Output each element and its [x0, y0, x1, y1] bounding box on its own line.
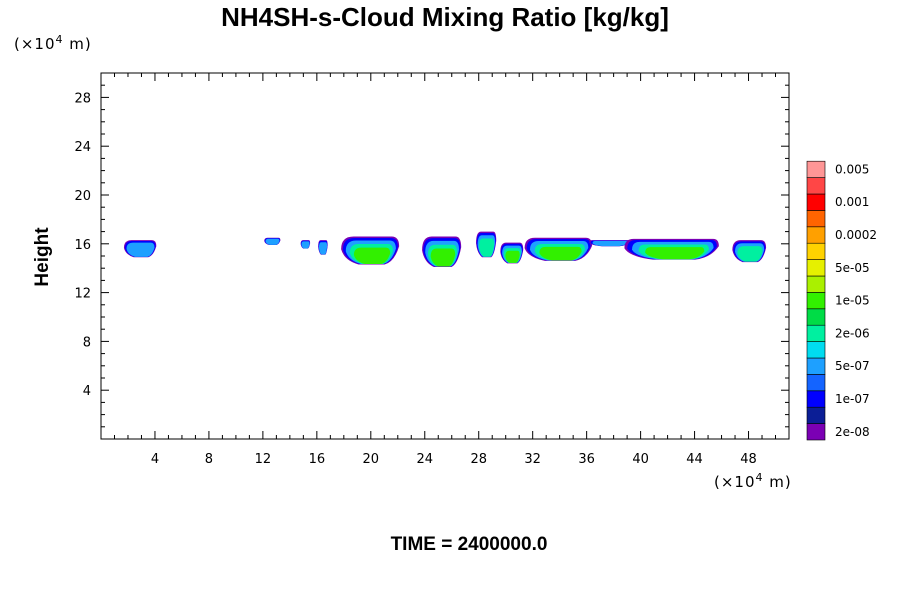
cloud-blob [318, 240, 328, 255]
x-tick-label: 8 [205, 452, 213, 467]
y-tick-label: 24 [74, 140, 91, 155]
y-tick-label: 20 [74, 189, 91, 204]
y-axis-label: Height [32, 227, 53, 287]
colorbar-swatch [806, 193, 826, 211]
cloud-contour-level [301, 241, 310, 249]
colorbar-swatch [806, 423, 826, 441]
y-unit-label: (×104 m) [14, 33, 92, 53]
cloud-contour-level [505, 250, 520, 263]
cloud-contour-level [430, 248, 456, 267]
x-tick-label: 24 [416, 452, 433, 467]
cloud-contour-level [353, 247, 391, 264]
x-axis: 4 8 12 16 20 24 28 32 36 40 44 48 [113, 73, 777, 467]
colorbar-label: 5e-05 [835, 261, 870, 275]
colorbar-swatch [806, 341, 826, 359]
colorbar-label: 0.001 [835, 195, 869, 209]
colorbar-label: 1e-05 [835, 294, 870, 308]
colorbar-swatch [806, 177, 826, 195]
colorbar-swatch [806, 292, 826, 310]
cloud-blob [589, 240, 630, 247]
colorbar-swatch [806, 324, 826, 342]
colorbar-swatch [806, 226, 826, 244]
cloud-blob [123, 240, 157, 258]
colorbar-label: 0.0002 [835, 228, 877, 242]
colorbar-swatch [806, 390, 826, 408]
colorbar-label: 1e-07 [835, 392, 870, 406]
cloud-blob [732, 240, 767, 263]
x-tick-label: 36 [578, 452, 595, 467]
cloud-contour-level [539, 246, 582, 261]
cloud-blob [476, 231, 497, 258]
y-tick-label: 8 [83, 335, 91, 350]
cloud-contour-level [645, 247, 705, 260]
x-tick-label: 12 [255, 452, 272, 467]
cloud-contour-level [265, 238, 280, 245]
y-tick-label: 16 [74, 238, 91, 253]
colorbar-swatch [806, 160, 826, 178]
cloud-contour-level [318, 242, 328, 255]
x-tick-label: 16 [309, 452, 326, 467]
colorbar-swatch [806, 275, 826, 293]
x-tick-label: 20 [363, 452, 380, 467]
cloud-blob [624, 238, 719, 260]
colorbar-label: 0.005 [835, 162, 869, 176]
x-tick-label: 28 [470, 452, 487, 467]
y-tick-label: 12 [74, 287, 91, 302]
cloud-contour-level [479, 238, 495, 257]
cloud-contour-level [126, 242, 155, 257]
time-label: TIME = 2400000.0 [391, 534, 548, 555]
x-tick-label: 4 [151, 452, 159, 467]
cloud-blob [264, 237, 281, 246]
colorbar-label: 5e-07 [835, 359, 870, 373]
colorbar-swatch [806, 406, 826, 424]
x-tick-label: 40 [632, 452, 649, 467]
cloud-blob [341, 236, 400, 265]
chart-title: NH4SH-s-Cloud Mixing Ratio [kg/kg] [221, 2, 669, 32]
colorbar-label: 2e-08 [835, 425, 870, 439]
x-tick-label: 48 [740, 452, 757, 467]
colorbar-swatch [806, 259, 826, 277]
colorbar: 2e-08 1e-07 5e-07 2e-06 1e-05 5e-05 0.0002 0.00… [806, 160, 877, 441]
cloud-contour-level [737, 246, 763, 262]
colorbar-swatch [806, 357, 826, 375]
cloud-field [123, 231, 767, 267]
y-axis: 4 8 12 16 20 24 28 [74, 84, 789, 428]
cloud-contour-level [592, 241, 628, 247]
x-tick-label: 44 [686, 452, 703, 467]
colorbar-label: 2e-06 [835, 326, 870, 340]
y-tick-label: 28 [74, 91, 91, 106]
cloud-blob [500, 242, 524, 264]
cloud-blob [422, 236, 462, 267]
cloud-blob [300, 240, 311, 249]
colorbar-swatch [806, 242, 826, 260]
colorbar-swatch [806, 308, 826, 326]
cloud-blob [524, 237, 593, 261]
x-tick-label: 32 [524, 452, 541, 467]
colorbar-swatch [806, 210, 826, 228]
y-tick-label: 4 [83, 384, 91, 399]
x-unit-label: (×104 m) [714, 471, 792, 491]
colorbar-swatch [806, 374, 826, 392]
